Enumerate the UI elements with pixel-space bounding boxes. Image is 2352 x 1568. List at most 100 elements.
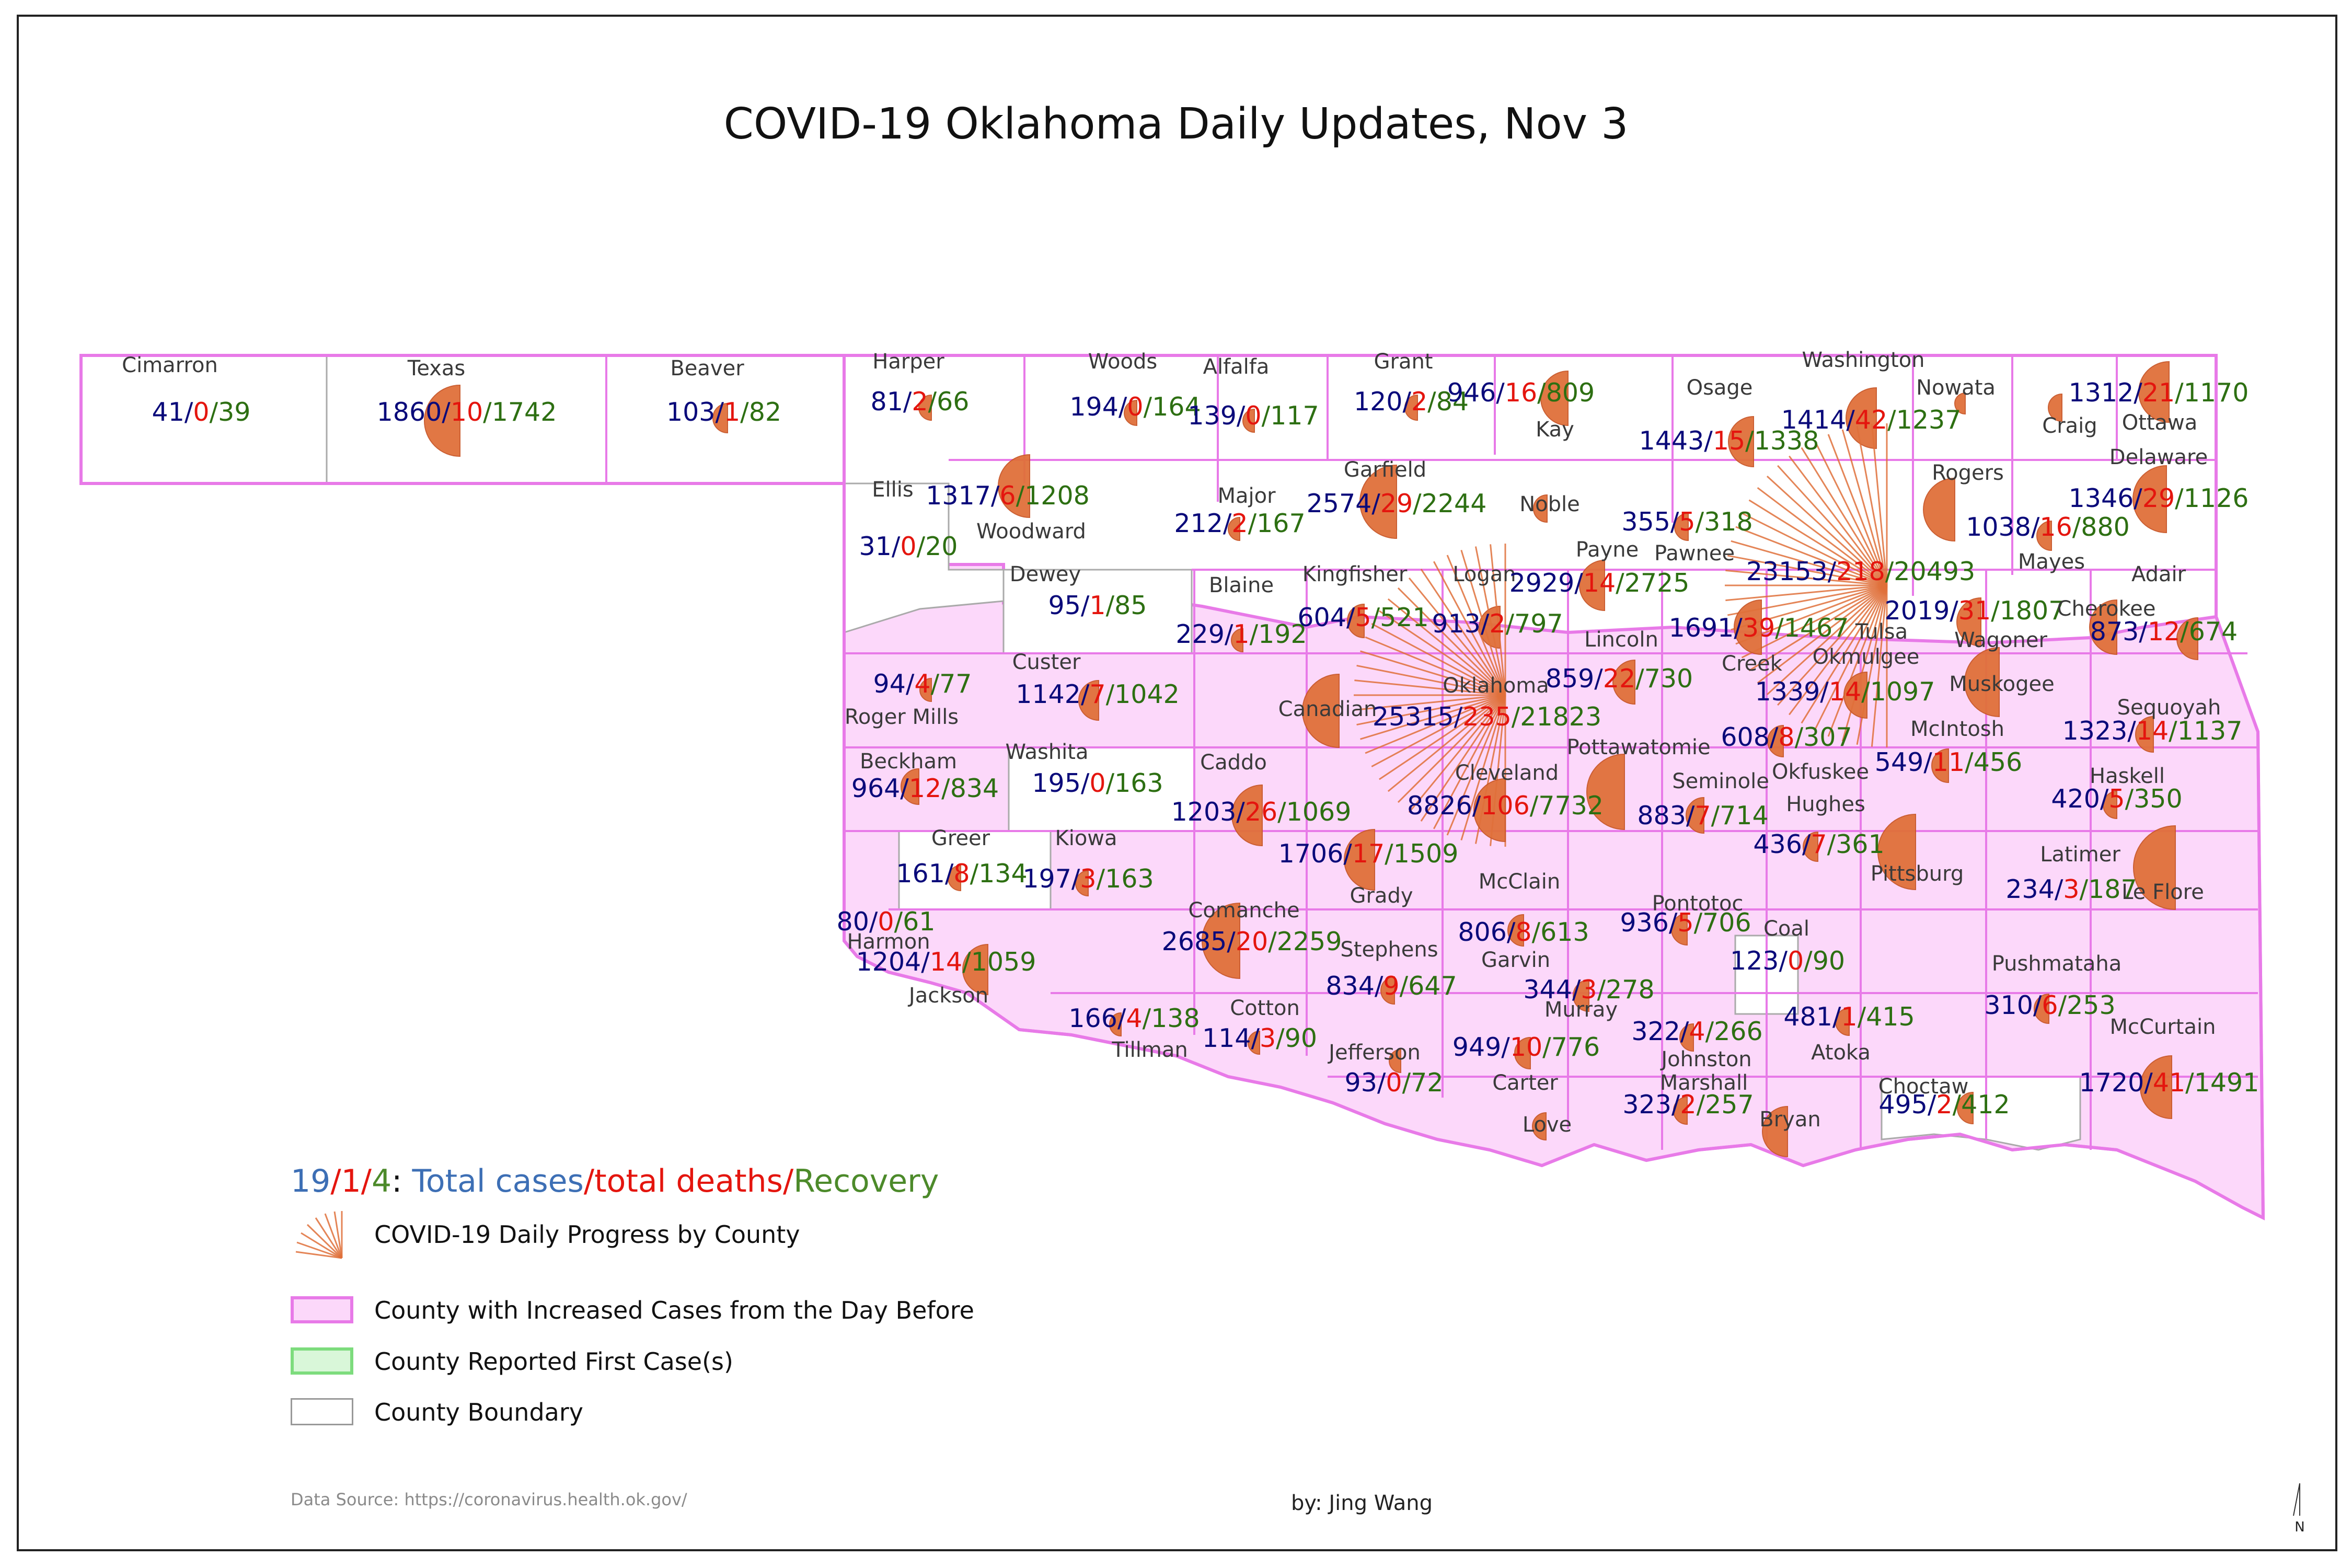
progress-chart-muskogee <box>1964 647 2000 718</box>
county-name-logan: Logan <box>1452 562 1516 586</box>
county-recovered: 72 <box>1411 1068 1443 1098</box>
county-cases: 1317 <box>926 481 991 511</box>
county-deaths: 2 <box>912 387 928 417</box>
county-cases: 197 <box>1022 864 1071 894</box>
county-recovered: 66 <box>937 387 969 417</box>
progress-chart-murray <box>1573 979 1589 1012</box>
county-name-tulsa: Tulsa <box>1855 620 1908 644</box>
county-stats-johnston: 322/4/266 <box>1631 1017 1762 1046</box>
county-stats-logan: 913/2/797 <box>1432 609 1563 639</box>
county-name-osage: Osage <box>1687 376 1753 400</box>
county-name-latimer: Latimer <box>2040 843 2120 867</box>
progress-chart-comanche <box>1202 902 1240 979</box>
county-stats-stephens: 834/9/647 <box>1325 971 1457 1001</box>
county-recovered: 350 <box>2134 784 2183 814</box>
county-deaths: 26 <box>1245 797 1277 827</box>
county-stats-mcintosh: 549/11/456 <box>1875 747 2022 777</box>
county-recovered: 20 <box>925 532 958 561</box>
county-name-cimarron: Cimarron <box>122 353 218 377</box>
progress-chart-kiowa <box>1075 870 1089 897</box>
county-deaths: 21 <box>2142 378 2175 408</box>
county-cases: 495 <box>1878 1090 1928 1120</box>
county-stats-okmulgee: 1339/14/1097 <box>1755 677 1935 707</box>
svg-text:N: N <box>2295 1519 2304 1535</box>
county-cases: 1142 <box>1016 679 1081 709</box>
county-recovered: 90 <box>1285 1023 1317 1053</box>
county-name-garfield: Garfield <box>1344 458 1426 482</box>
county-name-blaine: Blaine <box>1209 573 1274 597</box>
county-recovered: 674 <box>2189 617 2238 647</box>
progress-chart-creek <box>1734 599 1762 655</box>
county-stats-jefferson: 93/0/72 <box>1345 1068 1444 1098</box>
county-deaths: 2 <box>1680 1090 1696 1120</box>
county-deaths: 22 <box>1603 664 1635 694</box>
fan-chart-icon <box>295 1211 343 1259</box>
progress-chart-love <box>1532 1112 1547 1141</box>
county-cases: 120 <box>1354 387 1403 417</box>
county-stats-coal: 123/0/90 <box>1730 946 1845 976</box>
county-stats-custer: 1142/7/1042 <box>1016 679 1180 709</box>
county-name-mcclain: McClain <box>1479 870 1561 894</box>
county-stats-lincoln: 859/22/730 <box>1546 664 1693 694</box>
county-name-woods: Woods <box>1088 350 1157 374</box>
progress-chart-custer <box>1078 679 1099 721</box>
legend-label-first-case: County Reported First Case(s) <box>374 1347 733 1376</box>
county-cases: 161 <box>896 859 945 889</box>
county-stats-pontotoc: 936/5/706 <box>1620 908 1751 938</box>
progress-chart-woodward <box>998 454 1030 518</box>
county-deaths: 5 <box>1679 507 1695 537</box>
county-name-jefferson: Jefferson <box>1327 1041 1421 1065</box>
county-name-johnston: Johnston <box>1659 1047 1751 1071</box>
county-recovered: 776 <box>1551 1032 1600 1062</box>
county-deaths: 14 <box>930 947 962 977</box>
progress-chart-beckham <box>901 768 919 805</box>
county-recovered: 163 <box>1114 768 1163 798</box>
county-cases: 883 <box>1637 801 1686 831</box>
county-stats-payne: 2929/14/2725 <box>1509 568 1690 598</box>
progress-chart-cherokee <box>2089 599 2117 655</box>
county-cases: 1414 <box>1781 405 1847 435</box>
progress-chart-payne <box>1579 559 1605 612</box>
county-deaths: 6 <box>2042 990 2058 1020</box>
progress-chart-garfield <box>1359 464 1397 539</box>
county-stats-latimer: 234/3/187 <box>2005 874 2137 904</box>
county-cases: 1312 <box>2069 378 2134 408</box>
progress-chart-tillman <box>1109 1012 1122 1037</box>
county-cases: 604 <box>1297 603 1346 632</box>
county-deaths: 41 <box>2153 1068 2185 1098</box>
progress-chart-rogers <box>1923 477 1955 542</box>
county-cases: 1339 <box>1755 677 1820 707</box>
county-recovered: 257 <box>1705 1090 1754 1120</box>
county-recovered: 1097 <box>1870 677 1935 707</box>
county-deaths: 0 <box>1788 946 1804 976</box>
county-deaths: 4 <box>1689 1017 1705 1046</box>
progress-chart-woods <box>1124 399 1137 426</box>
progress-chart-harper <box>918 394 932 421</box>
county-name-nowata: Nowata <box>1916 376 1996 400</box>
progress-chart-adair <box>2176 617 2198 661</box>
county-name-adair: Adair <box>2131 562 2186 586</box>
county-cases: 549 <box>1875 747 1924 777</box>
state-outline <box>79 354 2265 1220</box>
county-name-stephens: Stephens <box>1340 938 1438 962</box>
county-cases: 1038 <box>1966 512 2031 542</box>
county-name-grant: Grant <box>1374 350 1433 374</box>
county-name-pittsburg: Pittsburg <box>1871 862 1964 886</box>
county-cases: 1323 <box>2062 716 2128 746</box>
county-recovered: 278 <box>1606 975 1655 1005</box>
progress-chart-grant <box>1404 394 1418 421</box>
county-name-beaver: Beaver <box>670 356 744 381</box>
county-name-carter: Carter <box>1492 1071 1558 1095</box>
progress-chart-beaver <box>712 402 728 434</box>
progress-chart-pawnee <box>1674 512 1689 541</box>
county-recovered: 1126 <box>2184 483 2249 513</box>
progress-chart-sequoyah <box>2135 716 2154 753</box>
county-recovered: 1208 <box>1024 481 1090 511</box>
county-deaths: 3 <box>1581 975 1597 1005</box>
county-stats-kingfisher: 604/5/521 <box>1297 603 1428 632</box>
county-stats-tillman: 166/4/138 <box>1068 1004 1200 1033</box>
county-stats-murray: 344/3/278 <box>1523 975 1654 1005</box>
county-cases: 23153 <box>1746 557 1828 586</box>
county-cases: 481 <box>1783 1002 1832 1032</box>
county-recovered: 117 <box>1270 401 1319 431</box>
